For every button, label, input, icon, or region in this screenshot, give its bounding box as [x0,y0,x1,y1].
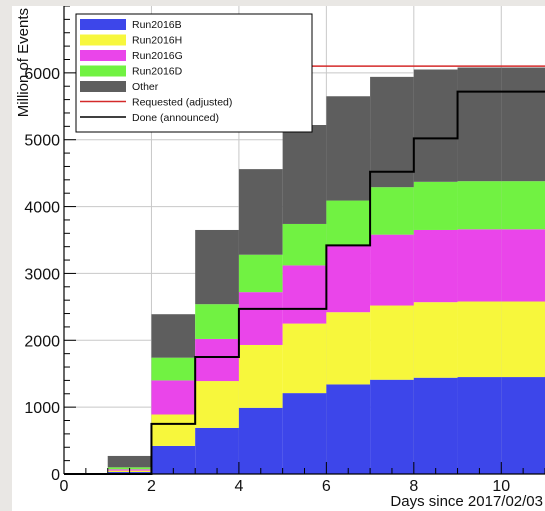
bar-run2016d [457,181,502,230]
x-tick-label: 0 [60,478,69,495]
bar-run2016d [413,181,458,230]
bar-other [107,455,152,468]
bar-other [413,69,458,182]
chart-frame: 0 2 4 6 8 10 0 1000 2000 3000 4000 5000 6000 Run2016… [12,6,545,511]
bar-run2016d [195,304,239,339]
y-tick-label: 3000 [24,266,60,283]
legend-label: Requested (adjusted) [132,97,232,109]
legend-label: Run2016G [132,50,183,62]
bar-run2016b [370,379,414,474]
legend-label: Run2016D [132,66,183,78]
bar-other [195,229,239,305]
bar-run2016g [151,380,196,415]
y-tick-label: 6000 [24,66,60,83]
chart: 0 2 4 6 8 10 0 1000 2000 3000 4000 5000 6000 Run2016… [15,6,545,510]
legend-swatch [80,65,126,77]
legend-swatch [80,34,126,46]
bar-run2016d [238,254,283,293]
bar-run2016g [282,265,327,324]
legend-swatch [80,81,126,92]
bar-other [370,76,414,188]
bar-run2016d [501,181,545,230]
axis-ticks: 0 2 4 6 8 10 0 1000 2000 3000 4000 5000 6000 [24,6,545,495]
x-axis-title: Days since 2017/02/03 [390,493,543,510]
legend-label: Done (announced) [132,112,219,124]
bar-run2016d [370,187,414,235]
x-tick-label: 10 [492,478,510,495]
bar-run2016g [326,245,371,313]
bar-run2016b [195,427,239,474]
x-tick-label: 8 [409,478,418,495]
bar-run2016h [238,344,283,408]
bar-run2016h [195,381,239,428]
x-tick-label: 6 [322,478,331,495]
bar-run2016b [282,393,327,474]
stacked-bars [107,67,545,474]
bar-run2016h [457,301,502,378]
bar-run2016g [501,229,545,302]
bar-run2016g [195,338,239,382]
bar-run2016b [501,377,545,474]
bar-other [282,125,327,224]
y-tick-label: 4000 [24,200,60,217]
bar-run2016h [326,312,371,385]
legend-label: Run2016H [132,35,182,47]
bar-run2016g [370,234,414,306]
bar-run2016h [501,301,545,378]
legend-swatch [80,50,126,61]
bar-run2016b [326,384,371,474]
bar-run2016h [282,323,327,394]
bar-run2016b [457,377,502,474]
bar-run2016h [370,305,414,380]
bar-run2016g [413,229,458,303]
y-tick-label: 0 [51,467,60,484]
y-tick-label: 2000 [24,333,60,350]
bar-run2016g [457,229,502,302]
bar-run2016b [413,377,458,474]
bar-run2016d [326,200,371,246]
bar-other [238,169,283,255]
bar-other [501,67,545,182]
bar-other [326,96,371,201]
legend-label: Other [132,81,159,93]
bar-other [151,314,196,358]
x-tick-label: 2 [147,478,156,495]
bar-other [457,67,502,182]
y-axis-title: Million of Events [15,8,32,117]
y-tick-label: 1000 [24,400,60,417]
legend: Run2016B Run2016H Run2016G Run2016D Other Req… [75,13,313,133]
x-tick-label: 4 [234,478,243,495]
bar-run2016b [238,407,283,474]
bar-run2016d [151,357,196,381]
bar-run2016h [413,302,458,378]
done-announced-line [64,90,545,475]
bar-run2016h [151,414,196,446]
y-tick-label: 5000 [24,133,60,150]
legend-swatch [80,19,126,30]
legend-label: Run2016B [132,19,182,31]
bar-run2016g [238,292,283,345]
bar-run2016d [282,223,327,266]
